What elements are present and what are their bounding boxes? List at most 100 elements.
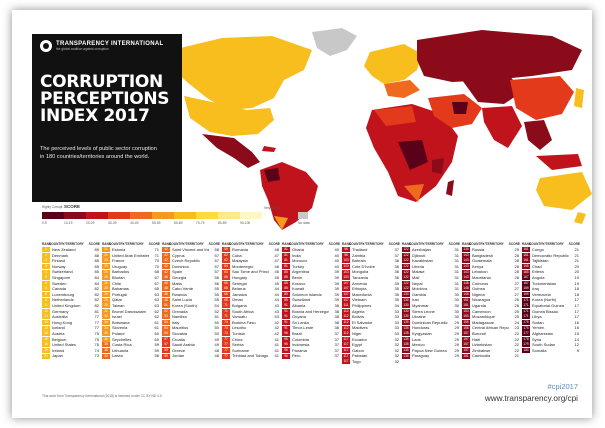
country-name: Hungary [232, 274, 248, 280]
country-name: Chad [532, 263, 542, 269]
legend-tick: 0-9 [42, 221, 47, 225]
country-name: Belarus [232, 286, 246, 292]
score-value: 40 [334, 258, 339, 264]
score-value: 40 [334, 252, 339, 258]
table-row: 81 Morocco 40 [282, 258, 340, 264]
table-row: 122 Azerbaijan 31 [402, 247, 460, 253]
table-row: 77 China 41 [222, 337, 280, 343]
rank-badge: 85 [282, 280, 290, 286]
country-name: Georgia [172, 274, 187, 280]
score-value: 23 [514, 325, 519, 331]
table-row: 26 Chile 67 [102, 281, 160, 287]
score-value: 29 [454, 330, 459, 336]
score-value: 31 [454, 247, 459, 252]
score-value: 82 [94, 302, 99, 308]
table-row: 42 Czech Republic 57 [162, 258, 220, 264]
rank-badge: 21 [102, 247, 110, 253]
rank-badge: 8 [42, 292, 50, 298]
country-name: Israel [112, 314, 122, 320]
legend-tick: 90-100 [240, 221, 251, 225]
rank-badge: 3 [42, 264, 50, 270]
score-value: 29 [454, 336, 459, 342]
country-name: Kosovo [292, 280, 306, 286]
header-score: SCORE [328, 242, 340, 246]
table-row: 157 Uzbekistan 22 [462, 342, 520, 348]
score-value: 45 [274, 280, 279, 286]
country-name: Australia [52, 314, 68, 320]
score-value: 22 [514, 342, 519, 348]
country-name: Barbados [112, 269, 130, 275]
website-link[interactable]: www.transparency.org/cpi [484, 394, 578, 403]
country-name: Mauritius [172, 325, 189, 331]
score-value: 60 [154, 330, 159, 336]
table-row: 13 Iceland 77 [42, 325, 100, 331]
score-value: 71 [154, 247, 159, 252]
rank-badge: 19 [42, 347, 50, 353]
table-row: 112 Bolivia 33 [342, 314, 400, 320]
hashtag[interactable]: #cpi2017 [547, 382, 578, 391]
country-name: Guatemala [472, 258, 492, 264]
country-name: United Kingdom [52, 302, 81, 308]
score-value: 15 [574, 330, 579, 336]
score-value: 29 [454, 347, 459, 353]
ranking-column: RANK COUNTRY/TERRITORY SCORE 96 Thailand 37 96… [342, 242, 400, 365]
country-name: Myanmar [412, 302, 429, 308]
country-name: Kazakhstan [412, 258, 433, 264]
table-row: 175 Sudan 16 [522, 320, 580, 326]
rank-badge: 165 [522, 269, 530, 275]
score-value: 21 [514, 353, 519, 359]
table-row: 122 Mali 31 [402, 275, 460, 281]
country-name: Lesotho [232, 325, 247, 331]
rank-badge: 81 [282, 247, 290, 253]
rank-badge: 143 [462, 252, 470, 258]
column-header: RANK COUNTRY/TERRITORY SCORE [402, 242, 460, 247]
rank-badge: 175 [522, 325, 530, 331]
header-country: COUNTRY/TERRITORY [109, 242, 144, 246]
rank-badge: 23 [102, 258, 110, 264]
rank-badge: 16 [42, 331, 50, 337]
rank-badge: 167 [522, 275, 530, 281]
country-name: Saint Vincent and the Grenadines [172, 247, 209, 252]
country-name: Kyrgyzstan [412, 330, 432, 336]
legend-ticks: 0-9 10-19 20-29 30-39 40-49 50-59 60-69 70-79 80… [42, 221, 262, 225]
table-row: 74 Burkina Faso 42 [222, 320, 280, 326]
country-name: Norway [52, 263, 66, 269]
score-value: 25 [514, 314, 519, 320]
rank-badge: 32 [102, 314, 110, 320]
table-row: 122 Nepal 31 [402, 281, 460, 287]
header-score: SCORE [568, 242, 580, 246]
score-value: 17 [574, 308, 579, 314]
header-country: COUNTRY/TERRITORY [229, 242, 264, 246]
rank-badge: 96 [282, 331, 290, 337]
table-row: 59 Jordan 48 [162, 353, 220, 359]
rank-badge: 32 [102, 308, 110, 314]
score-value: 28 [514, 269, 519, 275]
score-value: 27 [514, 286, 519, 292]
score-value: 38 [334, 308, 339, 314]
rank-badge: 175 [522, 320, 530, 326]
country-name: Libya [532, 314, 542, 320]
table-row: 130 Gambia 30 [402, 292, 460, 298]
rank-badge: 135 [402, 353, 410, 359]
score-value: 40 [334, 247, 339, 252]
score-value: 75 [94, 336, 99, 342]
country-name: Ethiopia [352, 286, 367, 292]
table-row: 13 Hong Kong 77 [42, 320, 100, 326]
rank-badge: 71 [222, 303, 230, 309]
table-row: 74 Tunisia 42 [222, 331, 280, 337]
header-rank: RANK [402, 242, 412, 246]
rank-badge: 135 [402, 331, 410, 337]
rank-badge: 57 [162, 342, 170, 348]
country-name: Nicaragua [472, 297, 491, 303]
rank-badge: 59 [162, 353, 170, 359]
table-row: 169 Iraq 18 [522, 286, 580, 292]
table-row: 112 Algeria 33 [342, 309, 400, 315]
table-row: 148 Guinea 27 [462, 286, 520, 292]
score-value: 32 [394, 347, 399, 353]
rank-badge: 96 [282, 336, 290, 342]
score-value: 32 [394, 353, 399, 359]
table-row: 96 Colombia 37 [282, 337, 340, 343]
legend-color-scale [42, 212, 262, 219]
legend-low-label: Very Clean [264, 206, 280, 210]
country-name: South Africa [232, 308, 254, 314]
